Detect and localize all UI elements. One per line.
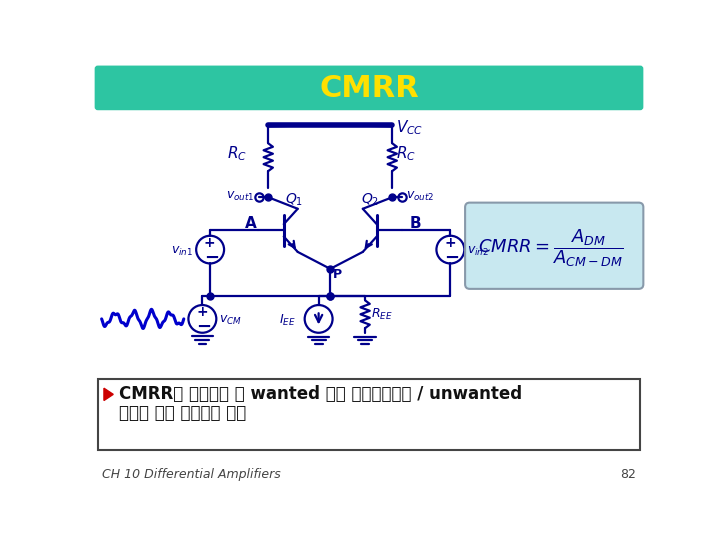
FancyBboxPatch shape (465, 202, 644, 289)
Text: +: + (444, 235, 456, 249)
Text: $V_{CC}$: $V_{CC}$ (396, 118, 423, 137)
Text: A: A (245, 216, 257, 231)
FancyBboxPatch shape (98, 379, 640, 450)
Text: CMRR은 출력에서 본 wanted 증폭 차동입력신호 / unwanted: CMRR은 출력에서 본 wanted 증폭 차동입력신호 / unwanted (120, 386, 523, 403)
Text: CH 10 Differential Amplifiers: CH 10 Differential Amplifiers (102, 468, 280, 481)
Polygon shape (104, 388, 113, 401)
Text: $Q_2$: $Q_2$ (361, 191, 379, 208)
Text: P: P (333, 268, 343, 281)
Text: $R_{EE}$: $R_{EE}$ (372, 307, 393, 322)
Text: CMRR: CMRR (319, 74, 419, 103)
Text: $v_{out2}$: $v_{out2}$ (406, 190, 435, 203)
Text: $v_{in2}$: $v_{in2}$ (467, 245, 490, 258)
FancyBboxPatch shape (94, 65, 644, 110)
Text: −: − (444, 249, 459, 267)
Text: $CMRR = \dfrac{A_{DM}}{A_{CM-DM}}$: $CMRR = \dfrac{A_{DM}}{A_{CM-DM}}$ (477, 227, 624, 269)
Text: −: − (196, 319, 211, 336)
Text: +: + (196, 305, 208, 319)
Text: $v_{out1}$: $v_{out1}$ (226, 190, 254, 203)
Text: $R_C$: $R_C$ (396, 144, 416, 163)
Text: $v_{CM}$: $v_{CM}$ (220, 314, 242, 327)
Text: −: − (204, 249, 219, 267)
Text: 변환된 입력 동상모드 잡음: 변환된 입력 동상모드 잡음 (120, 404, 247, 422)
Text: +: + (204, 235, 215, 249)
Text: $Q_1$: $Q_1$ (285, 191, 303, 208)
Text: $v_{in1}$: $v_{in1}$ (171, 245, 193, 258)
Text: $I_{EE}$: $I_{EE}$ (279, 313, 295, 328)
Text: 82: 82 (621, 468, 636, 481)
Text: $R_C$: $R_C$ (227, 144, 246, 163)
Text: B: B (410, 216, 422, 231)
